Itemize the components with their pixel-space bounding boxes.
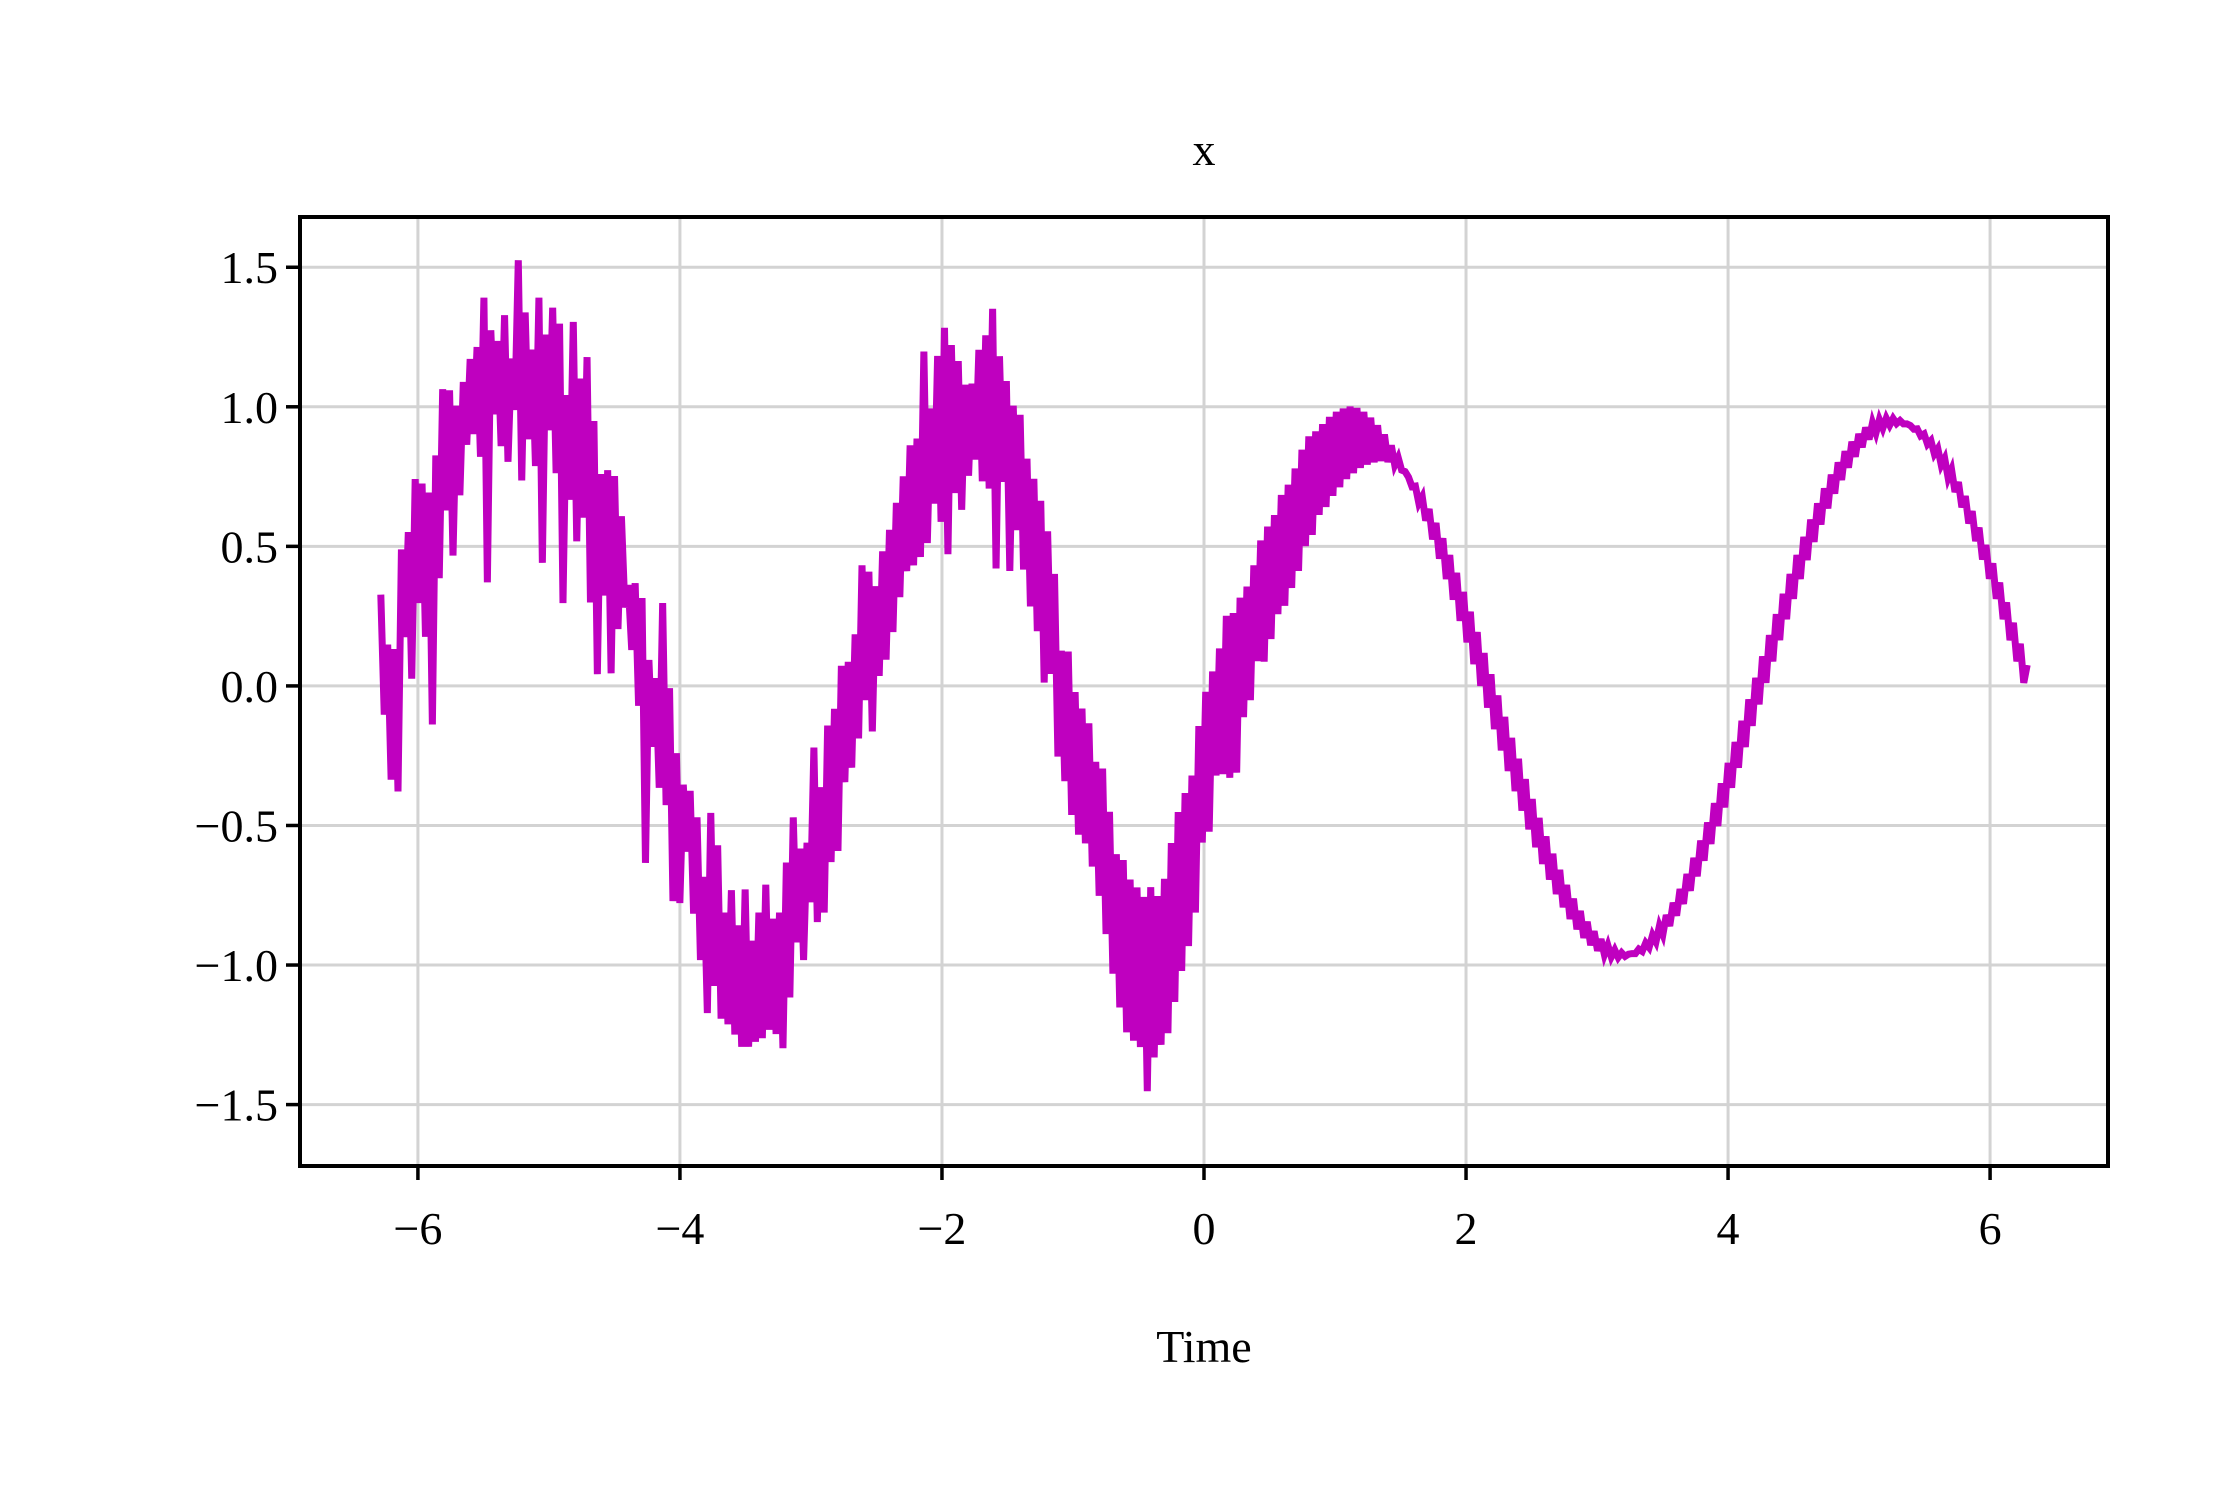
series-line (377, 260, 2031, 1092)
y-tick-label: 1.0 (221, 382, 279, 433)
x-tick-label: −4 (655, 1203, 704, 1254)
y-axis-ticks: −1.5 −1.0 −0.5 0.0 0.5 1.0 1.5 (195, 242, 300, 1131)
x-tick-label: 2 (1455, 1203, 1478, 1254)
x-tick-label: 0 (1193, 1203, 1216, 1254)
x-axis-label: Time (1156, 1321, 1251, 1372)
x-tick-label: −2 (917, 1203, 966, 1254)
y-tick-label: −0.5 (195, 800, 278, 851)
y-tick-label: −1.0 (195, 940, 278, 991)
y-tick-label: 1.5 (221, 242, 279, 293)
x-tick-label: 6 (1979, 1203, 2002, 1254)
x-tick-label: −6 (393, 1203, 442, 1254)
data-layer (377, 260, 2031, 1092)
x-axis-ticks: −6 −4 −2 0 2 4 6 (393, 1166, 2002, 1254)
x-tick-label: 4 (1717, 1203, 1740, 1254)
y-tick-label: 0.0 (221, 661, 279, 712)
chart-title: x (1193, 124, 1216, 175)
y-tick-label: 0.5 (221, 521, 279, 572)
y-tick-label: −1.5 (195, 1080, 278, 1131)
